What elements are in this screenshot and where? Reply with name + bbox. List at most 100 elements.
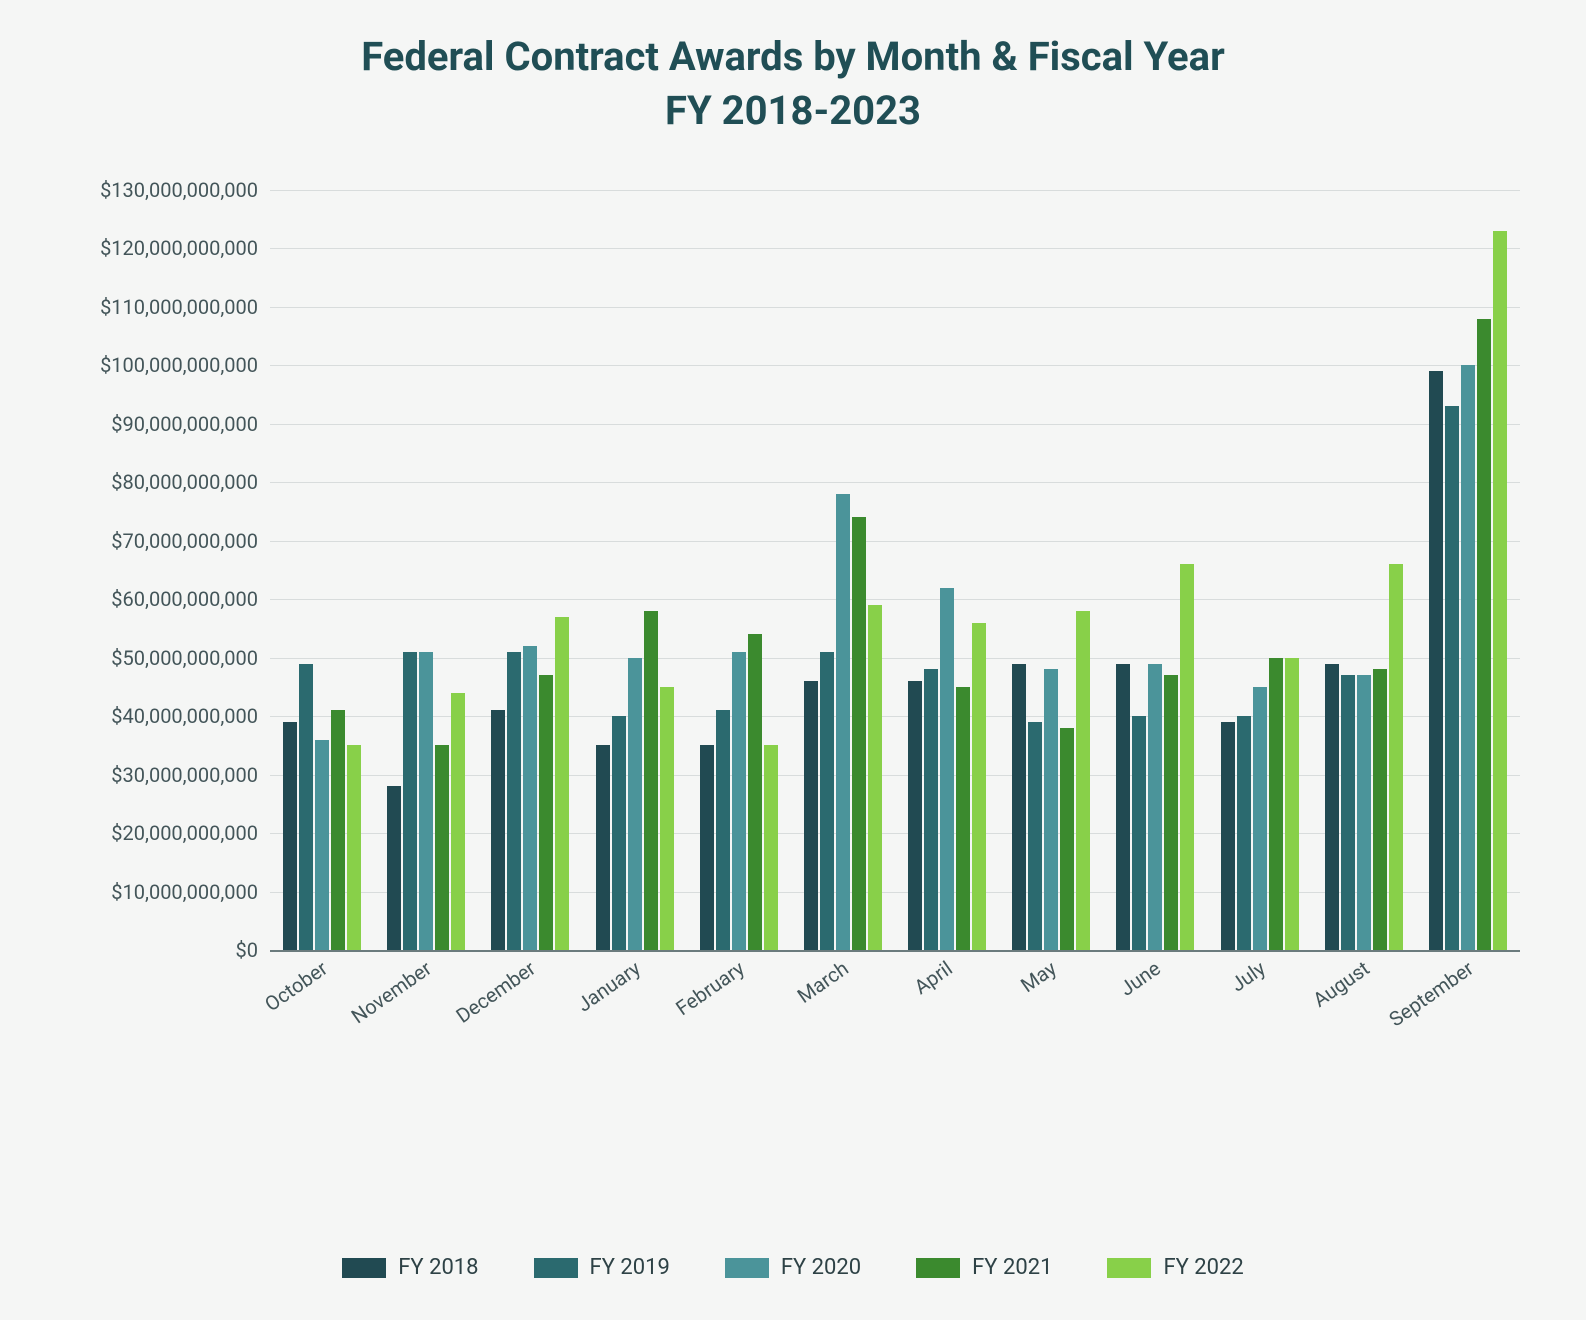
chart-area: $0$10,000,000,000$20,000,000,000$30,000,… xyxy=(60,190,1540,1020)
bar xyxy=(283,722,297,950)
legend-item: FY 2022 xyxy=(1107,1255,1243,1280)
bar xyxy=(1237,716,1251,950)
x-tick-label: February xyxy=(671,956,748,1020)
legend-item: FY 2018 xyxy=(342,1255,478,1280)
bar xyxy=(820,652,834,950)
bar xyxy=(347,745,361,950)
x-tick-label: August xyxy=(1308,956,1373,1012)
y-tick-label: $80,000,000,000 xyxy=(111,470,270,494)
bar xyxy=(1325,664,1339,950)
bar xyxy=(836,494,850,950)
bar xyxy=(700,745,714,950)
bar xyxy=(628,658,642,950)
bar xyxy=(491,710,505,950)
legend-label: FY 2021 xyxy=(972,1255,1052,1280)
bar xyxy=(299,664,313,950)
y-gridline xyxy=(270,541,1520,542)
y-gridline xyxy=(270,307,1520,308)
bar xyxy=(555,617,569,950)
y-tick-label: $10,000,000,000 xyxy=(111,880,270,904)
chart-title-line2: FY 2018-2023 xyxy=(0,84,1586,138)
bar xyxy=(1373,669,1387,950)
y-gridline xyxy=(270,190,1520,191)
chart-legend: FY 2018 FY 2019 FY 2020 FY 2021 FY 2022 xyxy=(0,1255,1586,1280)
bar xyxy=(507,652,521,950)
bar xyxy=(1253,687,1267,950)
bar xyxy=(764,745,778,950)
bar xyxy=(716,710,730,950)
x-tick-label: May xyxy=(1016,956,1061,997)
bar xyxy=(419,652,433,950)
bar xyxy=(1076,611,1090,950)
legend-item: FY 2019 xyxy=(534,1255,670,1280)
bar xyxy=(596,745,610,950)
x-tick-label: January xyxy=(572,956,644,1017)
y-tick-label: $60,000,000,000 xyxy=(111,587,270,611)
y-gridline xyxy=(270,424,1520,425)
bar xyxy=(435,745,449,950)
x-tick-label: November xyxy=(347,956,436,1028)
bar xyxy=(660,687,674,950)
bar xyxy=(908,681,922,950)
bar xyxy=(1389,564,1403,950)
bar xyxy=(1477,319,1491,950)
bar xyxy=(315,740,329,950)
bar xyxy=(1461,365,1475,950)
x-tick-label: April xyxy=(910,956,957,999)
legend-swatch xyxy=(534,1258,578,1278)
bar xyxy=(940,588,954,950)
legend-label: FY 2018 xyxy=(398,1255,478,1280)
bar xyxy=(612,716,626,950)
chart-title-line1: Federal Contract Awards by Month & Fisca… xyxy=(0,30,1586,84)
bar xyxy=(403,652,417,950)
x-tick-label: October xyxy=(260,956,332,1016)
bar xyxy=(1132,716,1146,950)
legend-label: FY 2019 xyxy=(590,1255,670,1280)
y-gridline xyxy=(270,658,1520,659)
bar xyxy=(924,669,938,950)
legend-swatch xyxy=(916,1258,960,1278)
bar xyxy=(451,693,465,950)
legend-item: FY 2020 xyxy=(725,1255,861,1280)
bar xyxy=(1493,231,1507,950)
y-tick-label: $120,000,000,000 xyxy=(100,236,270,260)
bar xyxy=(644,611,658,950)
chart-xlabels: OctoberNovemberDecemberJanuaryFebruaryMa… xyxy=(270,950,1520,1020)
y-tick-label: $90,000,000,000 xyxy=(111,412,270,436)
bar xyxy=(387,786,401,950)
bar xyxy=(1044,669,1058,950)
bar xyxy=(1180,564,1194,950)
bar xyxy=(1028,722,1042,950)
bar xyxy=(539,675,553,950)
y-tick-label: $110,000,000,000 xyxy=(100,295,270,319)
legend-swatch xyxy=(1107,1258,1151,1278)
x-tick-label: July xyxy=(1226,956,1270,997)
y-tick-label: $100,000,000,000 xyxy=(100,353,270,377)
bar xyxy=(1116,664,1130,950)
bar xyxy=(1060,728,1074,950)
legend-label: FY 2022 xyxy=(1163,1255,1243,1280)
y-tick-label: $70,000,000,000 xyxy=(111,529,270,553)
chart-title-block: Federal Contract Awards by Month & Fisca… xyxy=(0,0,1586,138)
x-tick-label: December xyxy=(452,956,540,1028)
bar xyxy=(1164,675,1178,950)
bar xyxy=(732,652,746,950)
legend-label: FY 2020 xyxy=(781,1255,861,1280)
bar xyxy=(804,681,818,950)
bar xyxy=(1269,658,1283,950)
y-gridline xyxy=(270,482,1520,483)
legend-swatch xyxy=(725,1258,769,1278)
y-tick-label: $130,000,000,000 xyxy=(100,178,270,202)
bar xyxy=(868,605,882,950)
bar xyxy=(1429,371,1443,950)
bar xyxy=(1285,658,1299,950)
y-tick-label: $50,000,000,000 xyxy=(111,646,270,670)
bar xyxy=(1221,722,1235,950)
legend-swatch xyxy=(342,1258,386,1278)
chart-plot: $0$10,000,000,000$20,000,000,000$30,000,… xyxy=(270,190,1520,952)
bar xyxy=(523,646,537,950)
x-tick-label: March xyxy=(793,956,853,1008)
bar xyxy=(1357,675,1371,950)
y-gridline xyxy=(270,248,1520,249)
x-tick-label: September xyxy=(1384,956,1477,1031)
